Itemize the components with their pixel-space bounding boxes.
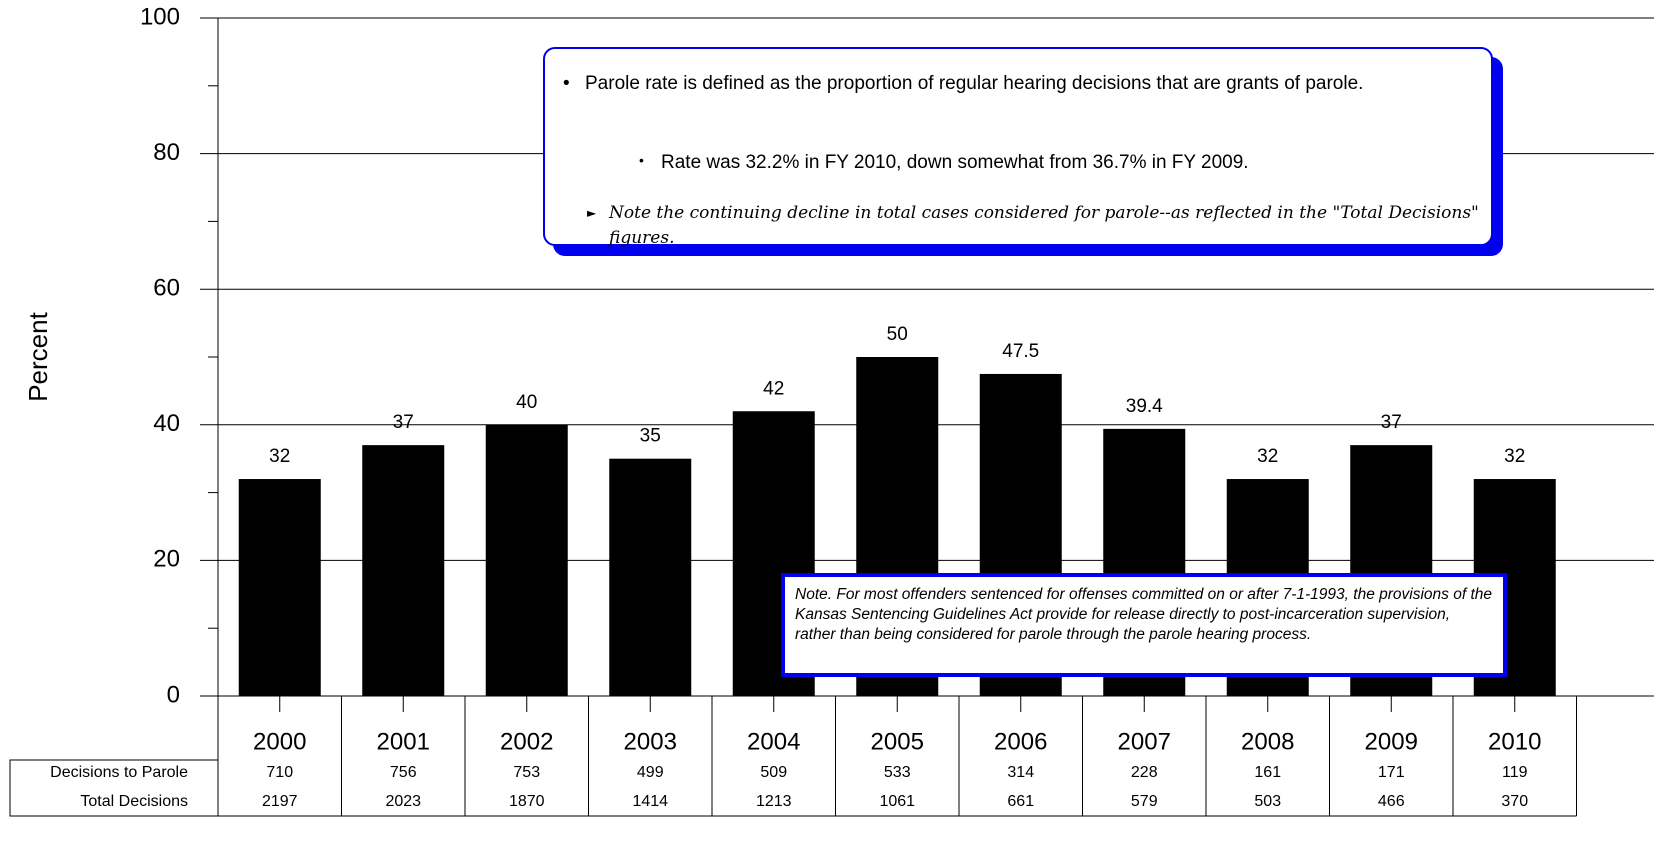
data-label: 39.4	[1126, 396, 1163, 417]
data-label: 35	[640, 426, 661, 447]
annotation-text: Parole rate is defined as the proportion…	[585, 73, 1364, 94]
y-axis-label: Percent	[23, 311, 53, 401]
data-label: 42	[763, 378, 784, 399]
x-tick-label: 2003	[624, 728, 677, 755]
table-cell: 1213	[756, 793, 792, 810]
x-tick-label: 2001	[377, 728, 430, 755]
table-cell: 2023	[385, 793, 421, 810]
bar	[485, 424, 568, 696]
x-tick-label: 2009	[1365, 728, 1418, 755]
table-cell: 579	[1131, 793, 1158, 810]
table-row-label: Decisions to Parole	[50, 764, 188, 781]
table-cell: 314	[1007, 764, 1034, 781]
table-cell: 370	[1501, 793, 1528, 810]
note-box: Note. For most offenders sentenced for o…	[781, 573, 1507, 677]
table-cell: 161	[1254, 764, 1281, 781]
table-cell: 661	[1007, 793, 1034, 810]
table-row-label: Total Decisions	[80, 793, 188, 810]
table-cell: 756	[390, 764, 417, 781]
bar	[362, 445, 445, 696]
table-cell: 753	[513, 764, 540, 781]
data-label: 50	[887, 324, 908, 345]
annotation-text: Note the continuing decline in total cas…	[609, 203, 1479, 248]
table-cell: 1061	[879, 793, 915, 810]
data-label: 32	[269, 446, 290, 467]
data-label: 47.5	[1002, 341, 1039, 362]
bar	[609, 458, 692, 696]
annotation: • Rate was 32.2% in FY 2010, down somewha…	[639, 152, 1249, 173]
y-tick-label: 0	[167, 681, 180, 708]
table-cell: 171	[1378, 764, 1405, 781]
x-tick-label: 2005	[871, 728, 924, 755]
data-label: 32	[1257, 446, 1278, 467]
y-tick-label: 100	[140, 3, 180, 30]
x-tick-label: 2008	[1241, 728, 1294, 755]
y-tick-label: 60	[153, 275, 180, 302]
table-cell: 2197	[262, 793, 298, 810]
y-tick-label: 20	[153, 546, 180, 573]
x-tick-label: 2007	[1118, 728, 1171, 755]
data-label: 40	[516, 392, 537, 413]
y-tick-label: 40	[153, 410, 180, 437]
annotation: ► Note the continuing decline in total ca…	[587, 203, 1479, 248]
table-cell: 533	[884, 764, 911, 781]
table-cell: 710	[266, 764, 293, 781]
table-cell: 1414	[632, 793, 668, 810]
x-tick-label: 2010	[1488, 728, 1541, 755]
table-cell: 499	[637, 764, 664, 781]
x-tick-label: 2006	[994, 728, 1047, 755]
x-tick-label: 2002	[500, 728, 553, 755]
x-tick-label: 2004	[747, 728, 800, 755]
table-cell: 228	[1131, 764, 1158, 781]
annotation-box: • Parole rate is defined as the proportio…	[543, 47, 1493, 248]
table-cell: 503	[1254, 793, 1281, 810]
table-cell: 466	[1378, 793, 1405, 810]
table-cell: 509	[760, 764, 787, 781]
data-label: 32	[1504, 446, 1525, 467]
table-cell: 119	[1502, 764, 1528, 781]
table-label-cell	[9, 759, 219, 817]
annotation: • Parole rate is defined as the proportio…	[563, 73, 1364, 94]
table-cell: 1870	[509, 793, 545, 810]
annotation-text: Rate was 32.2% in FY 2010, down somewhat…	[661, 152, 1249, 173]
data-label: 37	[1381, 412, 1402, 433]
note-text: Note. For most offenders sentenced for o…	[795, 586, 1493, 643]
x-tick-label: 2000	[253, 728, 306, 755]
data-label: 37	[393, 412, 414, 433]
bar	[238, 479, 321, 696]
y-tick-label: 80	[153, 139, 180, 166]
